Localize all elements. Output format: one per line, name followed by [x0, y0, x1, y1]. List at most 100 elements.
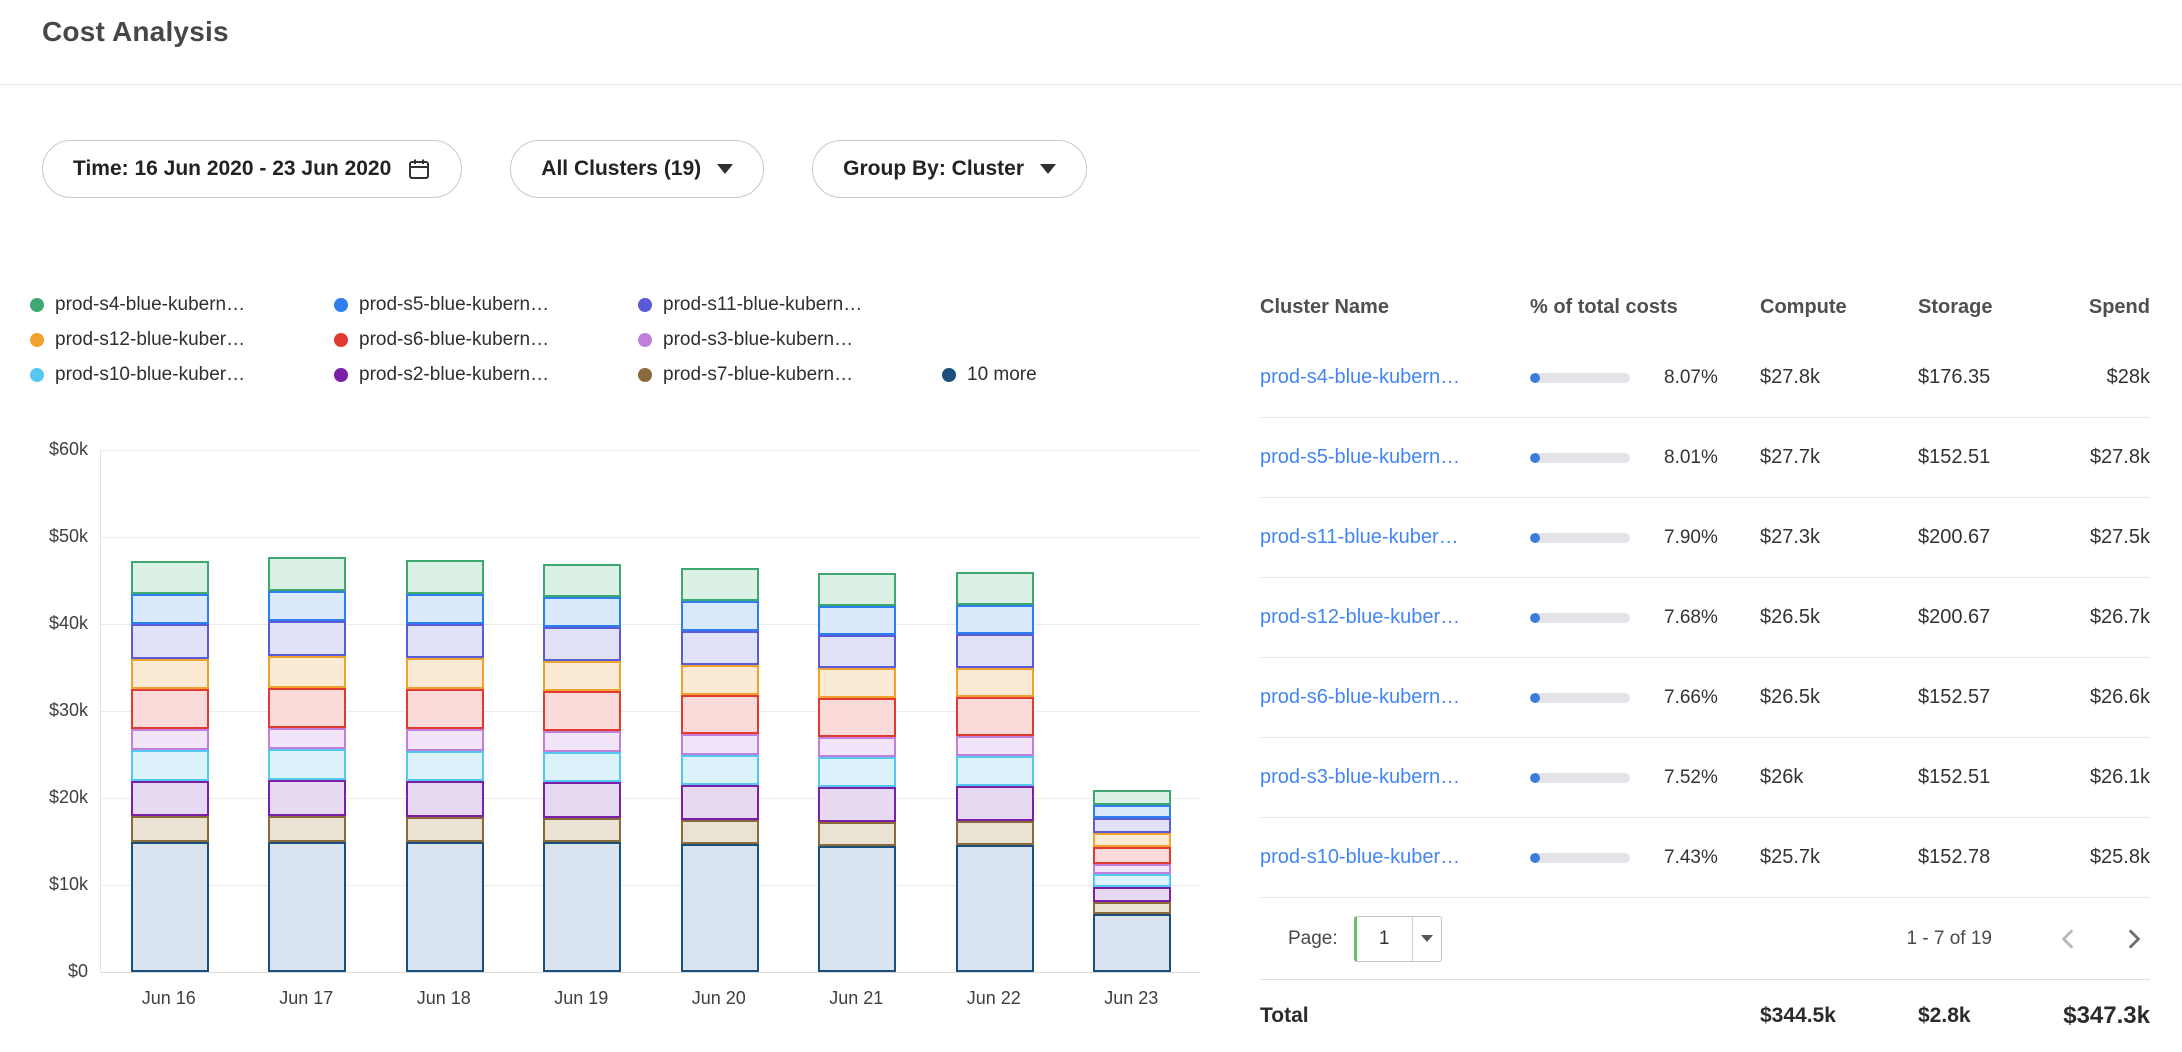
- bar-segment: [268, 591, 346, 621]
- total-row: Total $344.5k $2.8k $347.3k: [1260, 980, 2150, 1052]
- bar-segment: [1093, 887, 1171, 903]
- legend-item[interactable]: prod-s11-blue-kubern…: [638, 294, 942, 316]
- legend-item[interactable]: 10 more: [942, 364, 1037, 386]
- stacked-bar[interactable]: [1093, 450, 1171, 972]
- cluster-name-link[interactable]: prod-s10-blue-kuber…: [1260, 846, 1460, 868]
- column-header-spend[interactable]: Spend: [2055, 296, 2150, 319]
- legend-item[interactable]: prod-s3-blue-kubern…: [638, 329, 942, 351]
- legend-item[interactable]: prod-s7-blue-kubern…: [638, 364, 942, 386]
- y-axis-tick-label: $50k: [30, 526, 88, 547]
- percent-progress-bar: [1530, 693, 1630, 703]
- y-axis-tick-label: $0: [30, 961, 88, 982]
- x-axis-tick-label: Jun 23: [1071, 988, 1191, 1009]
- chart-plot: [100, 450, 1200, 972]
- legend-item-label: prod-s4-blue-kubern…: [55, 294, 245, 316]
- chevron-right-icon: [2120, 926, 2146, 952]
- bar-segment: [131, 816, 209, 841]
- bar-segment: [1093, 805, 1171, 818]
- percent-value: 7.68%: [1664, 607, 1718, 629]
- stacked-bar[interactable]: [956, 450, 1034, 972]
- bar-segment: [131, 624, 209, 659]
- percent-progress-fill: [1530, 453, 1540, 463]
- bar-segment: [543, 731, 621, 752]
- gridline: [101, 711, 1200, 712]
- legend-item[interactable]: prod-s5-blue-kubern…: [334, 294, 638, 316]
- bar-segment: [818, 573, 896, 606]
- percent-progress-fill: [1530, 773, 1540, 783]
- stacked-bar[interactable]: [818, 450, 896, 972]
- bar-segment: [818, 822, 896, 846]
- cluster-name-link[interactable]: prod-s4-blue-kubern…: [1260, 366, 1460, 388]
- percent-progress-fill: [1530, 613, 1540, 623]
- column-header-compute[interactable]: Compute: [1750, 296, 1900, 319]
- legend-item[interactable]: prod-s6-blue-kubern…: [334, 329, 638, 351]
- legend-item-label: prod-s11-blue-kubern…: [663, 294, 862, 316]
- group-by-filter[interactable]: Group By: Cluster: [812, 140, 1087, 198]
- time-range-filter[interactable]: Time: 16 Jun 2020 - 23 Jun 2020: [42, 140, 462, 198]
- storage-value: $200.67: [1900, 606, 2055, 629]
- calendar-icon: [407, 157, 431, 181]
- stacked-bar[interactable]: [681, 450, 759, 972]
- header-divider: [0, 84, 2182, 85]
- legend-item[interactable]: prod-s12-blue-kuber…: [30, 329, 334, 351]
- bar-segment: [818, 668, 896, 698]
- percent-value: 7.66%: [1664, 687, 1718, 709]
- table-row: prod-s4-blue-kubern…8.07%$27.8k$176.35$2…: [1260, 338, 2150, 418]
- x-axis-labels: Jun 16Jun 17Jun 18Jun 19Jun 20Jun 21Jun …: [30, 988, 1220, 1018]
- legend-item[interactable]: prod-s4-blue-kubern…: [30, 294, 334, 316]
- column-header-storage[interactable]: Storage: [1900, 296, 2055, 319]
- bar-segment: [1093, 790, 1171, 805]
- cluster-name-link[interactable]: prod-s11-blue-kuber…: [1260, 526, 1459, 548]
- percent-value: 8.01%: [1664, 447, 1718, 469]
- time-range-label: Time: 16 Jun 2020 - 23 Jun 2020: [73, 157, 391, 181]
- bar-segment: [406, 560, 484, 594]
- bar-segment: [818, 635, 896, 668]
- stacked-bar[interactable]: [543, 450, 621, 972]
- cluster-name-link[interactable]: prod-s6-blue-kubern…: [1260, 686, 1460, 708]
- next-page-button[interactable]: [2116, 922, 2150, 956]
- clusters-filter[interactable]: All Clusters (19): [510, 140, 764, 198]
- y-axis-tick-label: $30k: [30, 700, 88, 721]
- page-select[interactable]: 1: [1354, 916, 1442, 962]
- prev-page-button[interactable]: [2052, 922, 2086, 956]
- cost-analysis-page: Cost Analysis Time: 16 Jun 2020 - 23 Jun…: [0, 0, 2182, 1052]
- bar-segment: [681, 601, 759, 631]
- cluster-name-link[interactable]: prod-s5-blue-kubern…: [1260, 446, 1460, 468]
- bar-segment: [956, 756, 1034, 786]
- stacked-bar[interactable]: [406, 450, 484, 972]
- stacked-bar[interactable]: [268, 450, 346, 972]
- percent-progress-bar: [1530, 453, 1630, 463]
- storage-value: $176.35: [1900, 366, 2055, 389]
- legend-item-label: prod-s7-blue-kubern…: [663, 364, 853, 386]
- column-header-cluster-name[interactable]: Cluster Name: [1260, 296, 1530, 319]
- legend-color-dot: [638, 333, 652, 347]
- y-axis-labels: $0$10k$20k$30k$40k$50k$60k: [30, 450, 88, 972]
- bar-segment: [268, 688, 346, 728]
- bar-segment: [1093, 902, 1171, 913]
- bar-segment: [131, 561, 209, 595]
- bar-segment: [268, 656, 346, 687]
- bar-segment: [956, 736, 1034, 756]
- bar-segment: [956, 668, 1034, 698]
- compute-value: $25.7k: [1750, 846, 1900, 869]
- percent-progress-fill: [1530, 693, 1540, 703]
- chevron-down-icon: [1421, 935, 1433, 942]
- legend-item[interactable]: prod-s2-blue-kubern…: [334, 364, 638, 386]
- bar-segment: [406, 624, 484, 659]
- y-axis-tick-label: $20k: [30, 787, 88, 808]
- bar-segment: [131, 594, 209, 624]
- legend-color-dot: [334, 368, 348, 382]
- column-header-percent[interactable]: % of total costs: [1530, 296, 1750, 319]
- legend-item[interactable]: prod-s10-blue-kuber…: [30, 364, 334, 386]
- bar-segment: [956, 845, 1034, 972]
- legend-item-label: prod-s12-blue-kuber…: [55, 329, 245, 351]
- cluster-name-link[interactable]: prod-s3-blue-kubern…: [1260, 766, 1460, 788]
- legend-item-label: prod-s10-blue-kuber…: [55, 364, 245, 386]
- cluster-name-link[interactable]: prod-s12-blue-kuber…: [1260, 606, 1460, 628]
- percent-value: 7.90%: [1664, 527, 1718, 549]
- select-divider: [1412, 917, 1413, 961]
- bar-segment: [268, 621, 346, 656]
- percent-progress-bar: [1530, 613, 1630, 623]
- stacked-bar[interactable]: [131, 450, 209, 972]
- bar-segment: [543, 691, 621, 731]
